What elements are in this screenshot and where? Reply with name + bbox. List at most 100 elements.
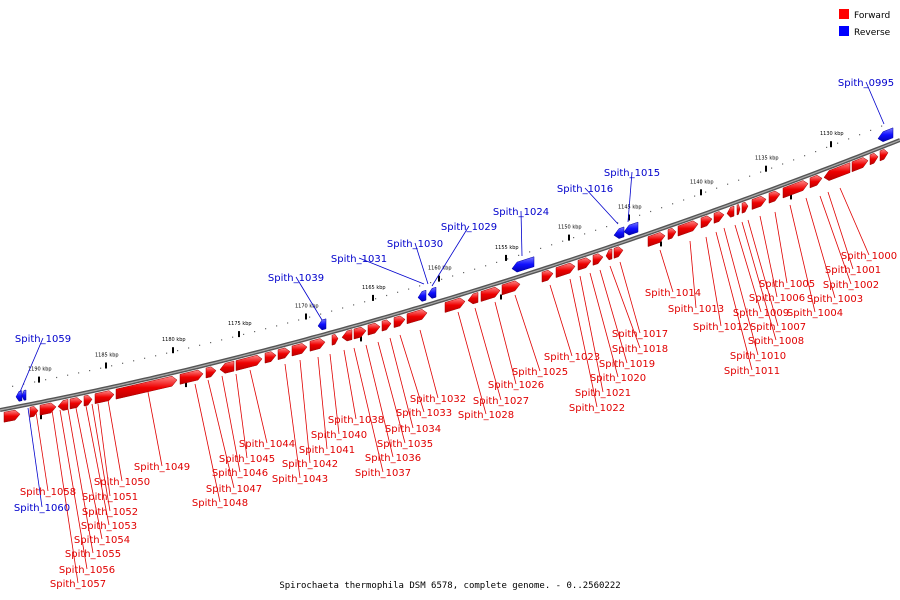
forward-gene-label: Spith_1017 — [612, 329, 668, 340]
scale-dot — [309, 316, 311, 318]
scale-dot — [595, 229, 597, 231]
leader-line — [329, 353, 340, 435]
scale-dot — [837, 142, 839, 144]
forward-gene-label: Spith_1010 — [730, 351, 786, 362]
forward-gene-label: Spith_1001 — [825, 265, 881, 276]
scale-dot — [12, 385, 14, 387]
scale-tick — [185, 382, 187, 388]
scale-dot — [562, 240, 564, 242]
scale-tick-label: 1130 kbp — [820, 131, 844, 137]
leader-line — [457, 311, 487, 415]
scale-dot — [716, 187, 718, 189]
scale-tick — [505, 254, 507, 261]
leader-line — [584, 187, 619, 225]
leader-line — [67, 408, 94, 554]
forward-gene-label: Spith_1041 — [299, 445, 355, 456]
forward-gene-label: Spith_1033 — [396, 408, 452, 419]
leader-line — [207, 379, 235, 489]
leader-line — [520, 210, 523, 257]
scale-dot — [34, 381, 36, 383]
forward-gene-label: Spith_1051 — [82, 492, 138, 503]
scale-dot — [265, 328, 267, 330]
scale-dot — [342, 307, 344, 309]
forward-gene-arrow — [39, 402, 57, 416]
scale-tick — [830, 141, 832, 148]
forward-gene-label: Spith_1011 — [724, 366, 780, 377]
forward-gene-arrow — [667, 227, 677, 240]
forward-gene-arrow — [467, 292, 479, 305]
scale-dot — [485, 265, 487, 267]
scale-dot — [749, 175, 751, 177]
scale-dot — [804, 155, 806, 157]
scale-tick-label: 1175 kbp — [228, 321, 252, 327]
leader-line — [35, 411, 49, 492]
leader-line — [414, 242, 429, 285]
forward-gene-label: Spith_1018 — [612, 344, 668, 355]
leader-line — [715, 231, 753, 371]
leader-line — [514, 294, 541, 372]
legend-forward-label: Forward — [854, 11, 890, 21]
scale-dot — [331, 310, 333, 312]
scale-dot — [78, 372, 80, 374]
forward-gene-label: Spith_1019 — [599, 359, 655, 370]
forward-gene-arrow — [823, 162, 851, 181]
forward-gene-arrow — [605, 248, 613, 261]
forward-gene-label: Spith_1023 — [544, 352, 600, 363]
forward-gene-label: Spith_1056 — [59, 565, 115, 576]
forward-gene-arrow — [736, 204, 741, 216]
scale-tick — [765, 165, 767, 172]
scale-tick-label: 1140 kbp — [690, 179, 714, 185]
forward-gene-label: Spith_1053 — [81, 521, 137, 532]
forward-gene-label: Spith_1003 — [807, 294, 863, 305]
reverse-gene-arrow — [877, 127, 894, 142]
reverse-gene-label: Spith_1039 — [268, 273, 324, 284]
forward-gene-label: Spith_1025 — [512, 367, 568, 378]
leader-line — [865, 81, 885, 125]
scale-tick-label: 1150 kbp — [558, 225, 582, 231]
leader-line — [689, 240, 697, 309]
scale-dot — [287, 322, 289, 324]
forward-gene-label: Spith_1044 — [239, 439, 295, 450]
forward-gene-label: Spith_1021 — [575, 388, 631, 399]
scale-tick — [372, 294, 374, 301]
forward-gene-label: Spith_1049 — [134, 462, 190, 473]
leader-line — [474, 307, 502, 401]
reverse-gene-arrow — [613, 226, 625, 239]
leader-line — [389, 337, 414, 429]
forward-gene-arrow — [179, 369, 204, 385]
leader-line — [295, 276, 323, 321]
leader-line — [399, 334, 425, 413]
scale-dot — [672, 203, 674, 205]
forward-gene-arrow — [69, 397, 83, 410]
scale-dot — [298, 319, 300, 321]
reverse-gene-label: Spith_1015 — [604, 168, 660, 179]
scale-dot — [67, 374, 69, 376]
forward-gene-label: Spith_1028 — [458, 410, 514, 421]
forward-gene-arrow — [277, 347, 291, 361]
leader-line — [299, 359, 311, 464]
forward-gene-label: Spith_1034 — [385, 424, 441, 435]
scale-track: 1130 kbp 1135 kbp 1140 kbp 1145 kbp 1150 kbp… — [12, 125, 883, 420]
scale-dot — [232, 336, 234, 338]
leader-line — [377, 341, 406, 444]
reverse-gene-label: Spith_1016 — [557, 184, 613, 195]
leader-line — [85, 405, 110, 526]
scale-tick — [238, 331, 240, 338]
leader-line — [107, 399, 123, 482]
forward-gene-arrow — [879, 149, 889, 162]
scale-dot — [815, 151, 817, 153]
scale-dot — [639, 214, 641, 216]
scale-dot — [793, 159, 795, 161]
scale-tick — [700, 189, 702, 196]
forward-gene-label: Spith_1050 — [94, 477, 150, 488]
scale-tick — [628, 214, 630, 221]
leader-line — [747, 219, 779, 327]
reverse-gene-arrow — [623, 221, 639, 236]
reverse-gene-arrow — [511, 256, 535, 273]
reverse-gene-label: Spith_1060 — [14, 503, 70, 514]
forward-gene-arrow — [291, 343, 308, 357]
scale-dot — [551, 244, 553, 246]
scale-dot — [144, 357, 146, 359]
reverse-gene-label: Spith_1029 — [441, 222, 497, 233]
forward-gene-arrow — [647, 232, 666, 247]
